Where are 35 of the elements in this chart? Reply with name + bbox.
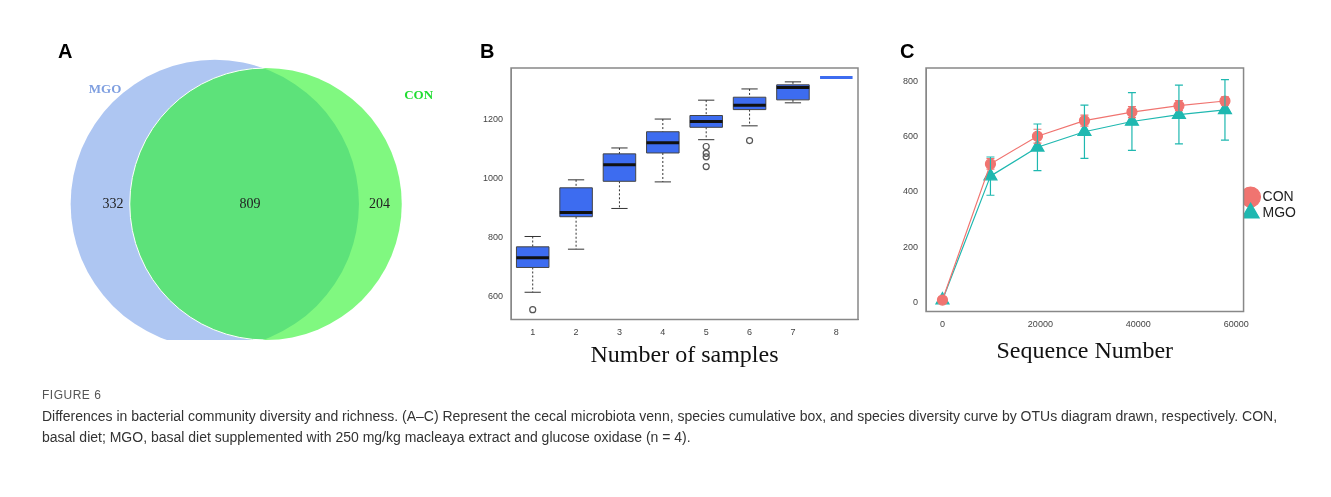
text: Differences in bacterial community diversity and richness. (A–C) Represent the cecal microbiota venn, species cumulative box, and species diversity curve by OTUs diagram drawn, respectively. CON, basal diet; MGO, basal diet supplemented with 250 mg/kg macleaya extract and glucose oxidase (n = 4).: [42, 407, 1279, 447]
x-tick-label: 7: [790, 327, 796, 338]
data-label: 204: [368, 195, 390, 211]
x-tick-label: 60000: [1223, 319, 1249, 330]
x-tick-label: 40000: [1125, 319, 1151, 330]
category-label: MGO: [88, 81, 122, 97]
y-tick-label: 800: [487, 232, 504, 243]
y-tick-label: 1200: [482, 114, 504, 125]
x-tick-label: 1: [530, 327, 536, 338]
x-tick-label: 2: [573, 327, 579, 338]
chart-title: C: [900, 39, 915, 62]
data-label: 809: [239, 195, 261, 211]
x-tick-label: 20000: [1027, 319, 1053, 330]
x-tick-label: 6: [747, 327, 753, 338]
x-tick-label: 8: [833, 327, 839, 338]
y-tick-label: 600: [487, 291, 504, 302]
caption: FIGURE 6: [42, 387, 103, 404]
y-tick-label: 1000: [482, 173, 504, 184]
x-tick-label: 0: [939, 319, 945, 330]
x-axis-title: Sequence Number: [996, 336, 1174, 363]
text: A: [58, 39, 73, 62]
x-axis-title: Number of samples: [590, 340, 779, 367]
y-tick-label: 400: [902, 186, 919, 197]
legend-label: CON: [1262, 187, 1294, 204]
x-tick-label: 4: [660, 327, 666, 338]
data-label: 332: [102, 195, 124, 211]
y-tick-label: 600: [902, 130, 919, 141]
y-tick-label: 0: [913, 297, 919, 308]
legend-label: MGO: [1262, 203, 1297, 220]
x-tick-label: 3: [616, 327, 622, 338]
x-tick-label: 5: [703, 327, 709, 338]
chart-title: B: [480, 39, 495, 62]
category-label: CON: [404, 86, 434, 102]
y-tick-label: 800: [902, 75, 919, 86]
y-tick-label: 200: [902, 241, 919, 252]
